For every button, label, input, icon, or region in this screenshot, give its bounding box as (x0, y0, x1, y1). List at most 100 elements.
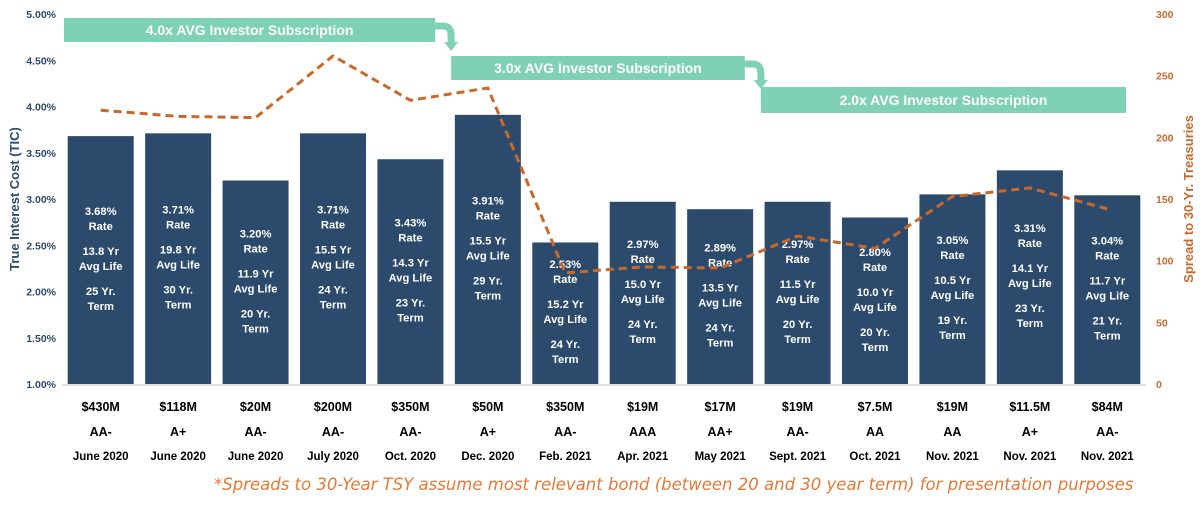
tic-bar (454, 114, 521, 384)
right-axis-tick: 100 (1156, 256, 1174, 268)
subscription-banner-label: 4.0x AVG Investor Subscription (146, 22, 354, 38)
banner-arrow-head (753, 80, 768, 89)
tic-bar (145, 133, 212, 384)
bar-label: Rate (631, 254, 655, 266)
bar-label: Rate (476, 210, 500, 222)
bar-label: Avg Life (776, 294, 820, 306)
bar-label: Rate (89, 221, 113, 233)
bar-label: 2.97% (782, 239, 814, 251)
tic-bar (687, 209, 754, 384)
bar-label: Term (242, 323, 269, 335)
bar-label: 3.68% (85, 206, 117, 218)
category-rating: AA- (399, 425, 421, 439)
category-amount: $84M (1092, 400, 1123, 414)
bar-label: Term (552, 354, 579, 366)
bar-label: Rate (398, 233, 422, 245)
bar-label: 21 Yr. (1092, 316, 1122, 328)
bar-label: Rate (863, 262, 887, 274)
bar-label: 20 Yr. (783, 319, 813, 331)
bar-label: 11.7 Yr (1089, 276, 1126, 288)
category-date: Feb. 2021 (539, 451, 592, 463)
category-amount: $7.5M (858, 400, 893, 414)
bar-label: 19.8 Yr (160, 245, 197, 257)
category-date: July 2020 (307, 451, 359, 463)
right-axis-tick: 250 (1156, 71, 1174, 83)
category-amount: $430M (82, 400, 120, 414)
bar-label: Rate (321, 220, 345, 232)
bar-label: 13.8 Yr (82, 246, 119, 258)
category-date: Oct. 2020 (385, 451, 436, 463)
bar-label: Avg Life (853, 302, 897, 314)
bar-label: Term (784, 334, 811, 346)
category-date: Nov. 2021 (926, 451, 979, 463)
category-rating: AA- (554, 425, 576, 439)
subscription-banner-label: 2.0x AVG Investor Subscription (840, 92, 1048, 108)
category-date: Nov. 2021 (1003, 451, 1056, 463)
banner-arrow-head (444, 42, 459, 51)
bar-label: 24 Yr. (550, 339, 580, 351)
left-axis-tick: 2.00% (26, 287, 56, 299)
category-rating: AA- (322, 425, 344, 439)
tic-bar (609, 201, 676, 384)
category-amount: $19M (782, 400, 813, 414)
bar-label: 14.1 Yr (1012, 263, 1049, 275)
bar-label: 11.9 Yr (238, 268, 275, 280)
bar-label: Avg Life (1085, 291, 1129, 303)
bar-label: Rate (243, 243, 267, 255)
category-amount: $17M (705, 400, 736, 414)
tic-bar (532, 242, 599, 384)
category-date: Nov. 2021 (1081, 451, 1134, 463)
category-rating: AA- (244, 425, 266, 439)
bar-label: 3.71% (317, 205, 349, 217)
tic-bar (996, 170, 1063, 384)
bar-label: 15.2 Yr (547, 299, 584, 311)
bar-label: 2.80% (859, 247, 891, 259)
bar-label: Avg Life (466, 250, 510, 262)
right-axis-tick: 300 (1156, 9, 1174, 21)
bar-label: 24 Yr. (705, 323, 735, 335)
bar-label: 20 Yr. (241, 308, 271, 320)
category-rating: A+ (1022, 425, 1038, 439)
bar-label: 2.97% (627, 239, 659, 251)
category-amount: $19M (627, 400, 658, 414)
subscription-banner-label: 3.0x AVG Investor Subscription (494, 60, 702, 76)
bar-label: 24 Yr. (318, 285, 348, 297)
category-date: Apr. 2021 (617, 451, 669, 463)
category-rating: AA- (1096, 425, 1118, 439)
category-date: Oct. 2021 (849, 451, 901, 463)
right-axis-tick: 150 (1156, 194, 1174, 206)
left-axis-tick: 2.50% (26, 240, 56, 252)
category-amount: $350M (391, 400, 429, 414)
right-axis-title: Spread to 30-Yr. Treasuries (1181, 115, 1196, 283)
bar-label: 29 Yr. (473, 275, 503, 287)
bar-label: Avg Life (931, 290, 975, 302)
bar-label: 14.3 Yr (392, 258, 429, 270)
bar-label: 19 Yr. (938, 315, 968, 327)
category-date: June 2020 (150, 451, 206, 463)
tic-bar (842, 217, 908, 384)
left-axis-title: True Interest Cost (TIC) (7, 127, 22, 271)
left-axis-tick: 4.00% (26, 102, 56, 114)
bar-label: Rate (785, 254, 809, 266)
left-axis-tick: 1.50% (26, 333, 56, 345)
category-rating: AA- (786, 425, 808, 439)
bar-label: Avg Life (311, 260, 355, 272)
bar-label: 3.91% (472, 195, 504, 207)
category-date: May 2021 (695, 451, 747, 463)
bar-label: Term (707, 338, 734, 350)
bar-label: Avg Life (698, 298, 742, 310)
bar-label: 13.5 Yr (702, 283, 739, 295)
bar-label: 3.31% (1014, 223, 1046, 235)
bar-label: Rate (1095, 251, 1119, 263)
spread-line (100, 54, 1108, 275)
bar-label: Term (939, 330, 966, 342)
category-amount: $350M (546, 400, 584, 414)
bar-label: Term (165, 300, 192, 312)
category-amount: $20M (240, 400, 271, 414)
bar-label: 23 Yr. (396, 298, 426, 310)
bar-label: Avg Life (1008, 278, 1052, 290)
right-axis-tick: 50 (1156, 317, 1168, 329)
bar-label: Avg Life (389, 273, 433, 285)
bar-label: Term (87, 301, 114, 313)
bar-label: Term (320, 300, 347, 312)
